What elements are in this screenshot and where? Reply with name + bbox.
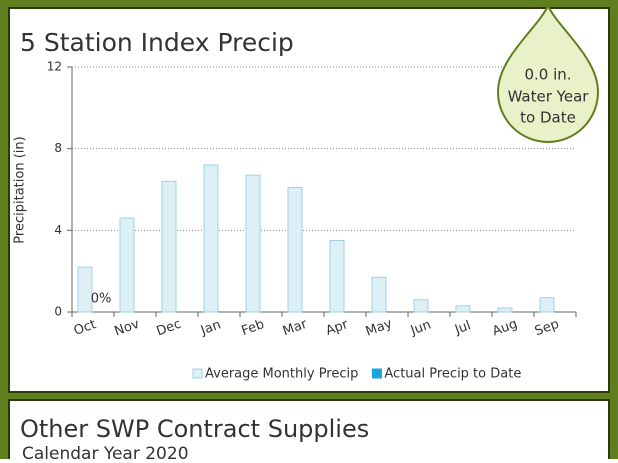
x-tick-label: Jul <box>452 318 473 338</box>
x-tick-label: Apr <box>324 317 351 339</box>
x-tick-label: Jun <box>408 317 433 338</box>
legend-label: Actual Precip to Date <box>384 367 521 382</box>
bar <box>413 299 429 313</box>
bar <box>539 297 555 313</box>
badge-line: Water Year <box>508 88 590 106</box>
water-year-badge <box>496 3 600 143</box>
y-tick-label: 0 <box>54 305 62 319</box>
chart-title: 5 Station Index Precip <box>20 28 294 57</box>
panel-subtitle: Calendar Year 2020 <box>22 444 189 459</box>
bar <box>371 276 387 313</box>
bar <box>119 217 135 313</box>
x-tick-label: Feb <box>240 317 267 339</box>
y-tick-label: 4 <box>54 223 62 237</box>
y-axis-label: Precipitation (in) <box>13 136 28 243</box>
bar <box>203 164 219 313</box>
bar <box>329 240 345 313</box>
bar <box>245 174 261 313</box>
x-tick-label: Jan <box>198 318 223 339</box>
legend-swatch <box>371 368 382 379</box>
data-label: 0% <box>91 292 112 307</box>
panel-title: Other SWP Contract Supplies <box>20 415 369 443</box>
bar <box>287 186 303 313</box>
bar <box>455 305 471 313</box>
y-tick-label: 8 <box>54 141 62 155</box>
bar <box>161 180 177 313</box>
bar <box>497 307 513 313</box>
legend-label: Average Monthly Precip <box>205 367 358 382</box>
bar <box>77 266 93 313</box>
x-tick-label: Oct <box>72 317 98 339</box>
legend-swatch <box>192 368 203 379</box>
badge-line: 0.0 in. <box>524 66 571 84</box>
supplies-panel <box>8 399 610 463</box>
y-tick-label: 12 <box>47 60 62 74</box>
badge-line: to Date <box>520 109 576 127</box>
